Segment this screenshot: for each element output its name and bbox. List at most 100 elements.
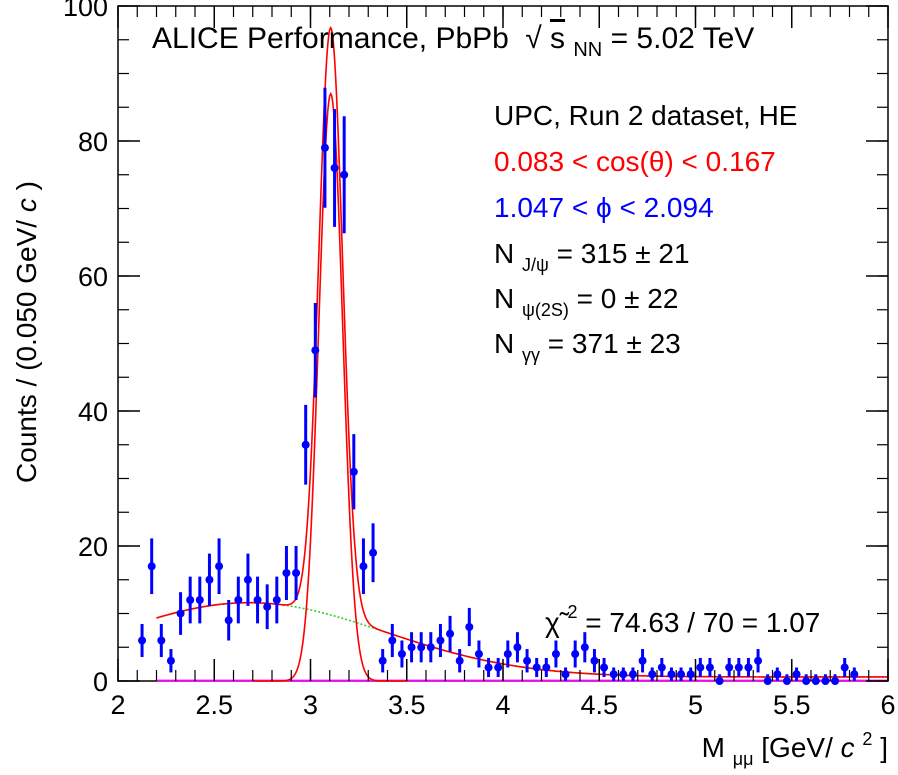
- data-point: [802, 674, 811, 685]
- chi2-value: = 74.63 / 70 = 1.07: [585, 607, 820, 638]
- data-point: [494, 657, 503, 678]
- data-point: [340, 116, 349, 234]
- data-point: [388, 623, 397, 658]
- data-marker: [378, 656, 387, 665]
- data-point: [705, 657, 714, 678]
- y-label-c: c: [11, 198, 42, 212]
- data-marker: [821, 677, 830, 685]
- y-tick-label: 40: [78, 397, 108, 427]
- data-marker: [744, 663, 753, 672]
- y-tick-label: 100: [63, 0, 108, 22]
- data-marker: [542, 663, 551, 672]
- data-point: [330, 109, 339, 227]
- chi2-label: χ̃ 2 = 74.63 / 70 = 1.07: [545, 593, 820, 638]
- data-point: [657, 657, 666, 678]
- data-marker: [147, 562, 156, 571]
- data-marker: [802, 677, 811, 685]
- data-marker: [397, 650, 406, 658]
- data-point: [696, 657, 705, 678]
- data-marker: [705, 663, 714, 672]
- x-label-unit-open: [GeV/: [761, 732, 833, 763]
- chart-title-text: ALICE Performance, PbPb: [152, 22, 509, 55]
- data-marker: [465, 623, 474, 631]
- data-marker: [638, 656, 647, 665]
- data-marker: [715, 677, 724, 685]
- data-marker: [195, 596, 204, 604]
- phi-cut: 1.047 < ϕ < 2.094: [494, 192, 714, 223]
- data-marker: [176, 609, 185, 618]
- data-point: [763, 674, 772, 685]
- data-point: [523, 649, 532, 673]
- data-marker: [763, 677, 772, 685]
- data-marker: [436, 636, 445, 645]
- data-point: [292, 546, 301, 600]
- sqrt-symbol: √: [525, 22, 542, 55]
- data-point: [234, 576, 243, 624]
- data-marker: [619, 670, 628, 679]
- x-axis-label: M μμ [GeV/ c 2 ]: [702, 720, 888, 771]
- data-marker: [455, 656, 464, 665]
- data-point: [725, 657, 734, 678]
- data-marker: [648, 670, 657, 679]
- data-marker: [551, 650, 560, 658]
- data-marker: [677, 670, 686, 679]
- chi2-symbol: χ̃: [545, 607, 570, 638]
- data-marker: [138, 636, 147, 645]
- y-tick-label: 60: [78, 262, 108, 292]
- x-tick-label: 5: [688, 690, 703, 720]
- data-point: [301, 404, 310, 485]
- data-marker: [609, 670, 618, 679]
- data-marker: [532, 663, 541, 672]
- data-marker: [340, 170, 349, 179]
- x-label-unit-c: c: [841, 732, 855, 763]
- n-psi2s-symbol: N: [494, 283, 514, 314]
- s-symbol: s: [550, 22, 565, 55]
- y-axis-label: Counts / (0.050 GeV/ c ): [11, 181, 42, 483]
- data-marker: [282, 569, 291, 577]
- data-point: [176, 592, 185, 635]
- data-point: [628, 667, 637, 681]
- data-point: [349, 434, 358, 510]
- data-point: [744, 657, 753, 678]
- nn-subscript: NN: [573, 39, 602, 61]
- data-marker: [628, 670, 637, 679]
- data-marker: [359, 562, 368, 571]
- data-marker: [840, 663, 849, 672]
- data-point: [792, 667, 801, 681]
- x-tick-label: 2.5: [195, 690, 233, 720]
- data-marker: [272, 596, 281, 604]
- data-point: [436, 623, 445, 658]
- data-point: [205, 553, 214, 606]
- data-point: [157, 623, 166, 658]
- data-point: [484, 657, 493, 678]
- data-marker: [754, 656, 763, 665]
- data-marker: [734, 663, 743, 672]
- data-marker: [263, 602, 272, 611]
- data-point: [600, 657, 609, 678]
- data-point: [166, 649, 175, 673]
- data-point: [474, 640, 483, 668]
- data-marker: [600, 663, 609, 672]
- plot-frame: [117, 5, 889, 682]
- data-marker: [474, 650, 483, 658]
- data-point: [677, 667, 686, 681]
- data-marker: [186, 596, 195, 604]
- data-point: [561, 667, 570, 681]
- x-tick-label: 3.5: [388, 690, 426, 720]
- chi2-sup: 2: [567, 602, 577, 622]
- data-point: [272, 576, 281, 624]
- data-point: [571, 640, 580, 668]
- data-point: [619, 667, 628, 681]
- x-tick-label: 4: [495, 690, 510, 720]
- data-marker: [571, 650, 580, 658]
- data-marker: [349, 467, 358, 476]
- data-marker: [811, 677, 820, 685]
- data-marker: [494, 663, 503, 672]
- data-marker: [667, 670, 676, 679]
- x-tick-label: 2: [110, 690, 125, 720]
- data-point: [455, 649, 464, 673]
- n-gg-sub: γγ: [522, 345, 540, 365]
- data-point: [446, 615, 455, 652]
- n-gg-label: N γγ = 371 ± 23: [494, 328, 681, 367]
- data-marker: [513, 643, 522, 652]
